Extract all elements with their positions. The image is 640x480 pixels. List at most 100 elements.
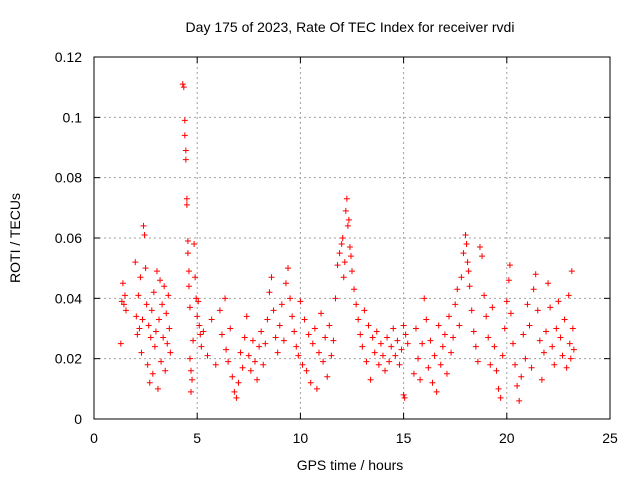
data-point xyxy=(551,361,558,368)
data-point xyxy=(566,340,573,347)
data-point xyxy=(351,286,358,293)
data-point xyxy=(520,331,527,338)
data-point xyxy=(165,292,172,299)
data-point xyxy=(282,280,289,287)
data-point xyxy=(497,394,504,401)
data-point xyxy=(144,361,151,368)
data-point xyxy=(184,250,191,257)
data-point xyxy=(367,376,374,383)
data-point xyxy=(157,277,164,284)
data-point xyxy=(543,328,550,335)
x-tick-label: 0 xyxy=(90,430,98,446)
data-point xyxy=(441,331,448,338)
data-point xyxy=(507,310,514,317)
data-point xyxy=(161,283,168,290)
data-point xyxy=(483,313,490,320)
data-point xyxy=(431,352,438,359)
data-point xyxy=(373,328,380,335)
data-point xyxy=(343,195,350,202)
data-point xyxy=(239,364,246,371)
data-point xyxy=(135,292,142,299)
data-point xyxy=(262,340,269,347)
y-tick-label: 0 xyxy=(74,411,82,427)
data-point xyxy=(386,358,393,365)
data-point xyxy=(557,334,564,341)
data-point xyxy=(152,328,159,335)
data-point xyxy=(375,361,382,368)
data-point xyxy=(493,367,500,374)
data-point xyxy=(132,259,139,266)
data-point xyxy=(276,322,283,329)
data-point xyxy=(266,289,273,296)
data-point xyxy=(518,373,525,380)
data-point xyxy=(188,367,195,374)
data-point xyxy=(223,346,230,353)
data-point xyxy=(193,295,200,302)
data-point xyxy=(425,364,432,371)
data-point xyxy=(463,241,470,248)
data-point xyxy=(182,156,189,163)
data-point xyxy=(225,358,232,365)
data-point xyxy=(481,292,488,299)
data-point xyxy=(270,307,277,314)
data-point xyxy=(421,295,428,302)
data-point xyxy=(280,337,287,344)
data-point xyxy=(570,346,577,353)
data-point xyxy=(138,349,145,356)
data-point xyxy=(450,334,457,341)
data-point xyxy=(340,274,347,281)
data-point xyxy=(561,316,568,323)
data-point xyxy=(470,328,477,335)
data-point xyxy=(151,343,158,350)
data-point xyxy=(264,316,271,323)
data-point xyxy=(355,316,362,323)
data-point xyxy=(158,358,165,365)
data-point xyxy=(295,352,302,359)
data-point xyxy=(460,250,467,257)
data-point xyxy=(388,343,395,350)
data-point xyxy=(320,358,327,365)
data-point xyxy=(251,358,258,365)
data-point xyxy=(419,340,426,347)
data-point xyxy=(536,337,543,344)
data-point xyxy=(328,352,335,359)
data-point xyxy=(218,331,225,338)
data-point xyxy=(342,207,349,214)
data-point xyxy=(503,298,510,305)
data-point xyxy=(195,298,202,305)
data-point xyxy=(167,349,174,356)
data-point xyxy=(196,322,203,329)
data-point xyxy=(309,340,316,347)
data-point xyxy=(371,349,378,356)
data-point xyxy=(122,307,129,314)
data-point xyxy=(563,364,570,371)
data-point xyxy=(472,343,479,350)
data-point xyxy=(247,367,254,374)
data-point xyxy=(229,373,236,380)
data-point xyxy=(231,388,238,395)
data-point xyxy=(377,340,384,347)
data-point xyxy=(466,283,473,290)
data-point xyxy=(443,370,450,377)
data-point xyxy=(476,244,483,251)
data-point xyxy=(118,298,125,305)
data-point xyxy=(154,385,161,392)
grid xyxy=(94,57,610,419)
data-point xyxy=(341,259,348,266)
data-point xyxy=(180,84,187,91)
data-point xyxy=(324,373,331,380)
data-point xyxy=(256,343,263,350)
data-point xyxy=(532,271,539,278)
data-point xyxy=(526,322,533,329)
data-point xyxy=(245,352,252,359)
data-point xyxy=(412,325,419,332)
data-point xyxy=(119,280,126,287)
data-point xyxy=(156,316,163,323)
x-tick-label: 25 xyxy=(602,430,618,446)
data-point xyxy=(398,346,405,353)
data-point xyxy=(547,304,554,311)
data-point xyxy=(392,352,399,359)
plot-frame xyxy=(93,56,611,420)
data-point xyxy=(501,325,508,332)
